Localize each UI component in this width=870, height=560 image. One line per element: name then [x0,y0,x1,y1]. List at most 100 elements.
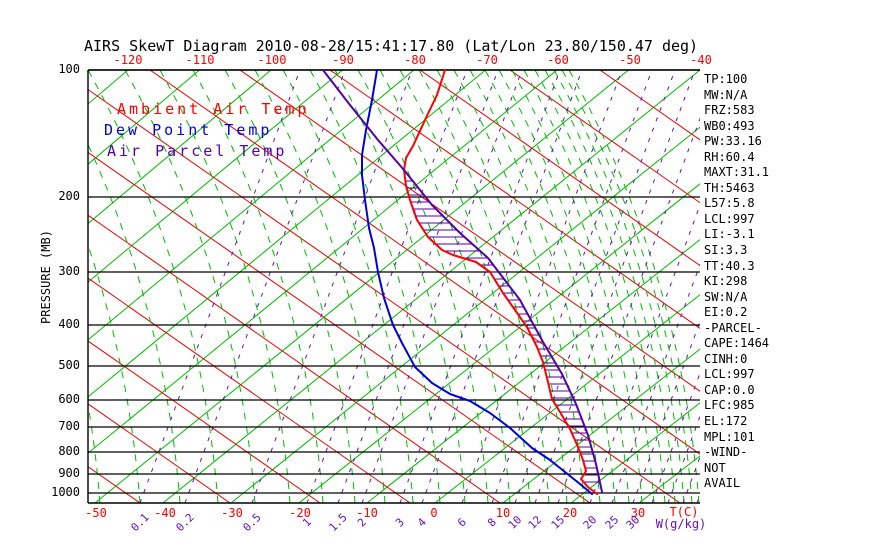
moist-adiabat-line [561,70,693,503]
moist-adiabat-line [553,70,685,503]
dry-adiabat-line [88,403,231,503]
moist-adiabat-line [469,70,601,503]
top-temp-tick-label: -100 [257,53,287,67]
top-temp-tick-label: -80 [404,53,426,67]
moist-adiabat-line [523,70,655,503]
sounding-index-value: NOT [704,460,726,475]
pressure-tick-label: 300 [58,264,80,278]
bottom-temp-tick-label: 10 [495,506,511,520]
mixing-ratio-line [491,70,653,503]
top-temp-tick-label: -40 [690,53,712,67]
moist-adiabat-line [568,70,700,503]
pressure-tick-label: 900 [58,466,80,480]
sounding-index-value: SW:N/A [704,289,748,304]
moist-adiabat-line [309,70,441,503]
top-temp-tick-label: -110 [185,53,215,67]
pressure-tick-label: 800 [58,444,80,458]
pressure-tick-label: 700 [58,419,80,433]
dry-adiabat-line [88,88,681,503]
dry-adiabat-line [509,70,700,204]
isotherm-line [162,70,700,503]
sounding-index-value: CAPE:1464 [704,336,770,351]
isotherm-line [298,183,700,503]
moist-adiabat-line [544,70,676,503]
mixing-ratio-line [306,70,468,503]
pressure-tick-label: 500 [58,358,80,372]
bottom-temp-tick-label: 0 [430,506,438,520]
pressure-tick-label: 200 [58,189,80,203]
isotherm-line [88,70,558,454]
temperature-unit-label: T(C) [669,505,699,519]
mixing-ratio-unit-label: W(g/kg) [655,517,707,531]
sounding-index-value: CINH:0 [704,351,748,366]
moist-adiabat-line [88,243,141,503]
top-temp-tick-label: -70 [476,53,498,67]
sounding-index-value: EI:0.2 [704,305,748,320]
sounding-index-value: PW:33.16 [704,134,762,149]
moist-adiabat-line [159,70,291,503]
pressure-tick-label: 1000 [51,485,80,499]
mixing-ratio-line [399,70,561,503]
isotherm-line [775,70,870,503]
pressure-tick-label: 400 [58,317,80,331]
moist-adiabat-line [282,70,414,503]
mixing-ratio-line [461,70,623,503]
cape-hatch-area [405,180,600,483]
bottom-temp-tick-label: 20 [562,506,578,520]
sounding-index-value: SI:3.3 [704,243,748,258]
dry-adiabat-line [88,214,501,503]
isotherm-line [88,70,272,225]
bottom-temp-tick-label: 30 [630,506,646,520]
dry-adiabat-line [88,277,411,503]
isotherm-line [88,70,486,398]
bottom-temp-tick-label: -40 [154,506,176,520]
dew-point-curve [361,69,593,495]
sounding-index-value: MPL:101 [704,429,755,444]
isotherm-line [88,70,343,283]
sounding-index-value: LI:-3.1 [704,227,755,242]
isotherm-line [88,70,415,341]
sounding-index-value: LCL:997 [704,367,755,382]
moist-adiabat-line [436,70,568,503]
dry-adiabat-line [239,70,700,392]
moist-adiabat-line [124,70,256,503]
dry-adiabat-line [88,151,591,503]
moist-adiabat-line [254,70,386,503]
sounding-index-value: TH:5463 [704,180,755,195]
bottom-temp-tick-label: -50 [85,506,107,520]
plot-grid [88,70,870,503]
bottom-temp-tick-label: -30 [221,506,243,520]
isotherm-line [570,402,700,503]
isotherm-line [434,294,700,503]
moist-adiabat-line [484,70,616,503]
legend-dew-point-temp: Dew Point Temp [104,121,273,139]
mixing-ratio-line [557,117,700,503]
sounding-index-value: -PARCEL- [704,320,762,335]
sounding-index-value: KI:298 [704,274,748,289]
bottom-temp-tick-label: -20 [289,506,311,520]
chart-title: AIRS SkewT Diagram 2010-08-28/15:41:17.8… [84,37,699,55]
moist-adiabat-line [88,143,181,503]
sounding-index-value: MW:N/A [704,87,748,102]
isotherm-line [94,70,629,503]
moist-adiabat-line [399,70,531,503]
moist-adiabat-line [379,70,511,503]
sounding-index-value: RH:60.4 [704,149,755,164]
top-temp-tick-label: -90 [332,53,354,67]
mixing-ratio-line [534,70,696,503]
sounding-indices-panel: TP:100 MW:N/A FRZ:583 WB0:493 PW:33.16 RH:60.… [704,72,769,492]
moist-adiabat-line [498,70,630,503]
sounding-index-value: L57:5.8 [704,196,755,211]
moist-adiabat-line [357,70,489,503]
mixing-ratio-line [251,70,413,503]
moist-adiabat-line [534,70,666,503]
sounding-index-value: WB0:493 [704,118,755,133]
ambient-temp-curve [403,69,598,495]
moist-adiabat-line [334,70,466,503]
isotherm-line [88,70,200,165]
moist-adiabat-line [224,70,356,503]
sounding-index-value: CAP:0.0 [704,382,755,397]
air-parcel-curve [322,69,603,493]
